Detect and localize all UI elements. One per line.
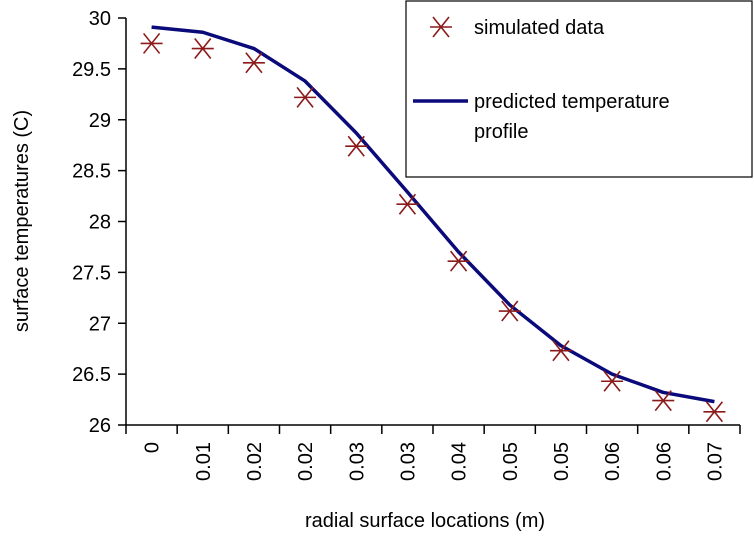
y-tick-label: 28 — [89, 212, 111, 234]
legend: simulated data predicted temperature pro… — [405, 0, 753, 178]
legend-box — [405, 0, 753, 178]
x-tick-label: 0.03 — [397, 442, 419, 481]
x-tick-label: 0 — [142, 442, 164, 453]
predicted-line — [151, 25, 715, 404]
y-tick-label: 26.5 — [72, 364, 111, 386]
simulated-point — [396, 193, 419, 215]
predicted-series — [151, 25, 715, 404]
x-tick-label: 0.02 — [244, 442, 266, 481]
y-tick-label: 26 — [89, 415, 111, 437]
simulated-point — [140, 32, 163, 54]
x-tick-label: 0.06 — [653, 442, 675, 481]
simulated-point — [345, 135, 368, 157]
x-tick-label: 0.01 — [193, 442, 215, 481]
y-axis-title: surface temperatures (C) — [11, 110, 33, 332]
x-ticks: 0 0.01 0.02 0.02 0.03 0.03 0.04 0.05 0.05 0.06 0.0… — [125, 425, 741, 481]
simulated-point — [652, 390, 675, 412]
y-tick-label: 29.5 — [72, 59, 111, 81]
simulated-point — [601, 370, 624, 392]
legend-label-predicted-line2: profile — [474, 121, 528, 143]
x-tick-label: 0.06 — [602, 442, 624, 481]
legend-marker-simulated — [430, 16, 452, 38]
x-tick-label: 0.02 — [295, 442, 317, 481]
x-tick-label: 0.05 — [500, 442, 522, 481]
y-tick-label: 27 — [89, 313, 111, 335]
simulated-point — [498, 300, 521, 322]
y-tick-label: 28.5 — [72, 161, 111, 183]
y-tick-label: 27.5 — [72, 262, 111, 284]
simulated-point — [191, 38, 214, 60]
y-ticks: 26 26.5 27 27.5 28 28.5 29 29.5 30 — [72, 8, 126, 437]
y-tick-label: 29 — [89, 110, 111, 132]
simulated-point — [447, 250, 470, 272]
simulated-series — [140, 32, 726, 423]
x-tick-label: 0.04 — [449, 442, 471, 481]
simulated-point — [549, 340, 572, 362]
x-axis-title: radial surface locations (m) — [305, 510, 545, 532]
x-tick-label: 0.07 — [704, 442, 726, 481]
legend-label-simulated: simulated data — [474, 17, 605, 39]
simulated-point — [294, 86, 317, 108]
simulated-point — [242, 52, 265, 74]
legend-label-predicted: predicted temperature — [474, 91, 670, 113]
x-tick-label: 0.05 — [551, 442, 573, 481]
simulated-point — [703, 401, 726, 423]
x-tick-label: 0.03 — [346, 442, 368, 481]
plot-area: 26 26.5 27 27.5 28 28.5 29 29.5 30 0 0.01 0.02 0.02… — [72, 8, 741, 481]
y-tick-label: 30 — [89, 8, 111, 30]
